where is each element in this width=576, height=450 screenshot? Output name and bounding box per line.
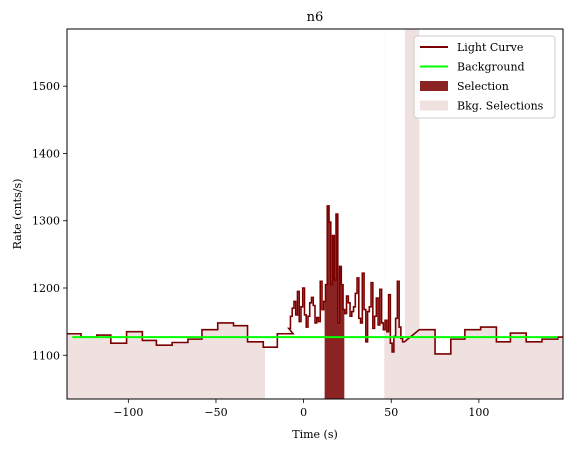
bkg-mask: [390, 29, 393, 344]
selection-bar: [337, 322, 340, 399]
bkg-mask: [400, 29, 404, 339]
legend-label: Bkg. Selections: [457, 100, 544, 113]
bkg-mask: [402, 29, 405, 342]
y-tick-label: 1200: [32, 282, 60, 295]
bkg-mask: [263, 29, 266, 348]
bkg-mask: [397, 29, 400, 282]
y-tick-label: 1300: [32, 215, 60, 228]
bkg-mask: [392, 29, 395, 352]
y-axis-label: Rate (cnts/s): [11, 179, 24, 250]
x-tick-label: 0: [300, 406, 307, 419]
chart-title: n6: [307, 10, 324, 25]
bkg-mask: [201, 29, 219, 330]
bkg-mask: [67, 29, 82, 334]
bkg-mask: [187, 29, 203, 340]
selection-bar: [332, 235, 335, 399]
bkg-mask: [247, 29, 264, 342]
x-tick-label: 100: [468, 406, 489, 419]
x-axis-label: Time (s): [292, 428, 338, 441]
bkg-mask: [142, 29, 157, 341]
selection-bar: [329, 222, 332, 399]
bkg-mask: [393, 29, 397, 337]
x-tick-label: −50: [204, 406, 227, 419]
bkg-mask: [96, 29, 112, 336]
legend-swatch-patch: [420, 100, 448, 111]
selection-bar: [334, 279, 337, 399]
bkg-mask: [110, 29, 128, 344]
bkg-mask: [386, 29, 390, 332]
legend-label: Light Curve: [457, 41, 523, 54]
bkg-mask: [217, 29, 235, 323]
selection-bar: [339, 266, 342, 399]
x-tick-label: 50: [384, 406, 398, 419]
plot-frame: [66, 28, 564, 400]
legend-label: Background: [457, 61, 525, 74]
legend: Light Curve Background Selection Bkg. Selec…: [413, 35, 556, 119]
selection-bar: [324, 301, 326, 399]
bkg-mask: [126, 29, 143, 332]
y-tick-label: 1500: [32, 80, 60, 93]
bkg-mask: [385, 29, 388, 321]
selection-bar: [327, 205, 330, 399]
selection-bar: [330, 284, 333, 399]
bkg-mask: [388, 29, 391, 295]
selection-bar: [341, 284, 344, 399]
bkg-mask: [399, 29, 402, 328]
x-tick-label: −100: [113, 406, 143, 419]
bkg-mask: [81, 29, 98, 338]
bkg-mask: [395, 29, 398, 319]
selection-bar: [343, 309, 345, 399]
selection-bar: [325, 284, 328, 399]
bkg-mask: [557, 29, 563, 338]
y-tick-label: 1400: [32, 147, 60, 160]
legend-swatch-patch: [420, 81, 448, 91]
legend-box: [413, 35, 556, 119]
legend-label: Selection: [457, 80, 509, 93]
y-tick-label: 1100: [32, 349, 60, 362]
bkg-mask: [384, 29, 386, 330]
bkg-mask: [233, 29, 249, 326]
bkg-mask: [172, 29, 189, 343]
bkg-mask: [156, 29, 173, 346]
